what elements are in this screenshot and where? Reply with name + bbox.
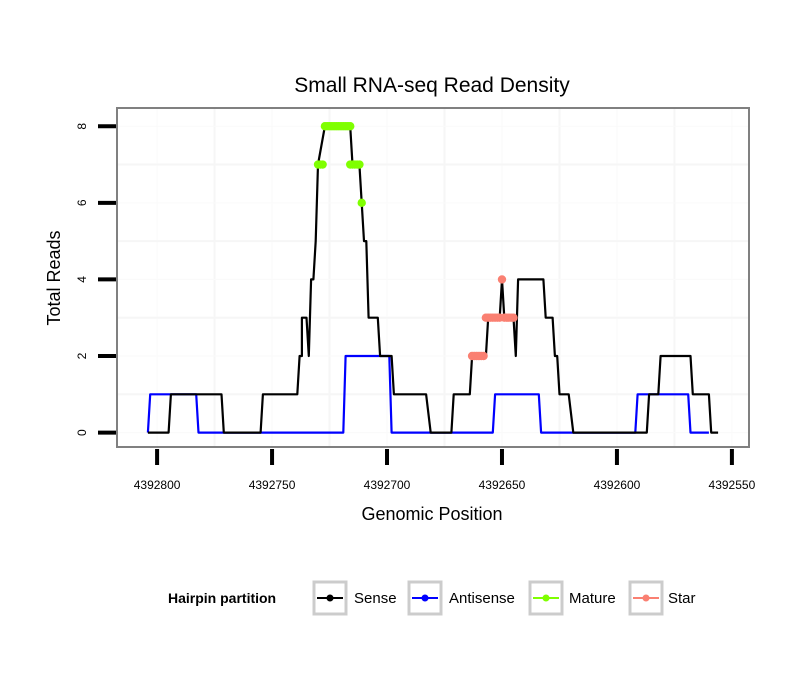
legend-label: Mature — [569, 590, 616, 607]
legend-entry-antisense: Antisense — [407, 580, 515, 616]
legend: Hairpin partition Sense Antisense Mature St… — [168, 580, 696, 616]
x-tick-label: 4392700 — [364, 478, 411, 492]
x-tick-label: 4392800 — [134, 478, 181, 492]
legend-key-point — [326, 594, 334, 602]
plot-panel-border — [116, 107, 750, 448]
series-line-sense — [147, 125, 719, 434]
x-tick-label: 4392750 — [249, 478, 296, 492]
data-point-mature — [318, 160, 327, 169]
data-point-mature — [357, 198, 366, 208]
data-point-star — [497, 275, 507, 284]
y-axis-title: Total Reads — [44, 230, 64, 325]
legend-key-point — [542, 594, 550, 602]
x-tick-label: 4392650 — [479, 478, 526, 492]
chart-title: Small RNA-seq Read Density — [294, 74, 570, 97]
y-axis: 0 2 4 6 8 — [75, 123, 116, 436]
y-tick-label: 8 — [75, 123, 89, 130]
series-points-mature — [313, 122, 366, 208]
x-tick-label: 4392550 — [709, 478, 756, 492]
data-point-mature — [355, 160, 364, 169]
legend-title: Hairpin partition — [168, 590, 276, 606]
y-tick-label: 4 — [75, 276, 89, 283]
legend-entry-mature: Mature — [528, 580, 616, 616]
y-tick-label: 2 — [75, 352, 89, 359]
data-point-mature — [346, 122, 355, 131]
legend-entry-sense: Sense — [312, 580, 397, 616]
data-point-star — [509, 313, 518, 322]
legend-label: Sense — [354, 590, 397, 607]
series-points-star — [467, 275, 518, 361]
x-axis: 4392800 4392750 4392700 4392650 4392600 43925… — [134, 449, 756, 492]
y-tick-label: 0 — [75, 429, 89, 436]
x-tick-label: 4392600 — [594, 478, 641, 492]
legend-label: Star — [668, 590, 696, 607]
grid — [118, 109, 748, 446]
series-layer — [146, 122, 719, 434]
legend-key-point — [421, 594, 429, 602]
legend-entry-star: Star — [628, 580, 696, 616]
y-tick-label: 6 — [75, 199, 89, 206]
legend-label: Antisense — [449, 590, 515, 607]
x-axis-title: Genomic Position — [361, 504, 502, 524]
legend-key-point — [642, 594, 650, 602]
data-point-star — [479, 351, 488, 361]
